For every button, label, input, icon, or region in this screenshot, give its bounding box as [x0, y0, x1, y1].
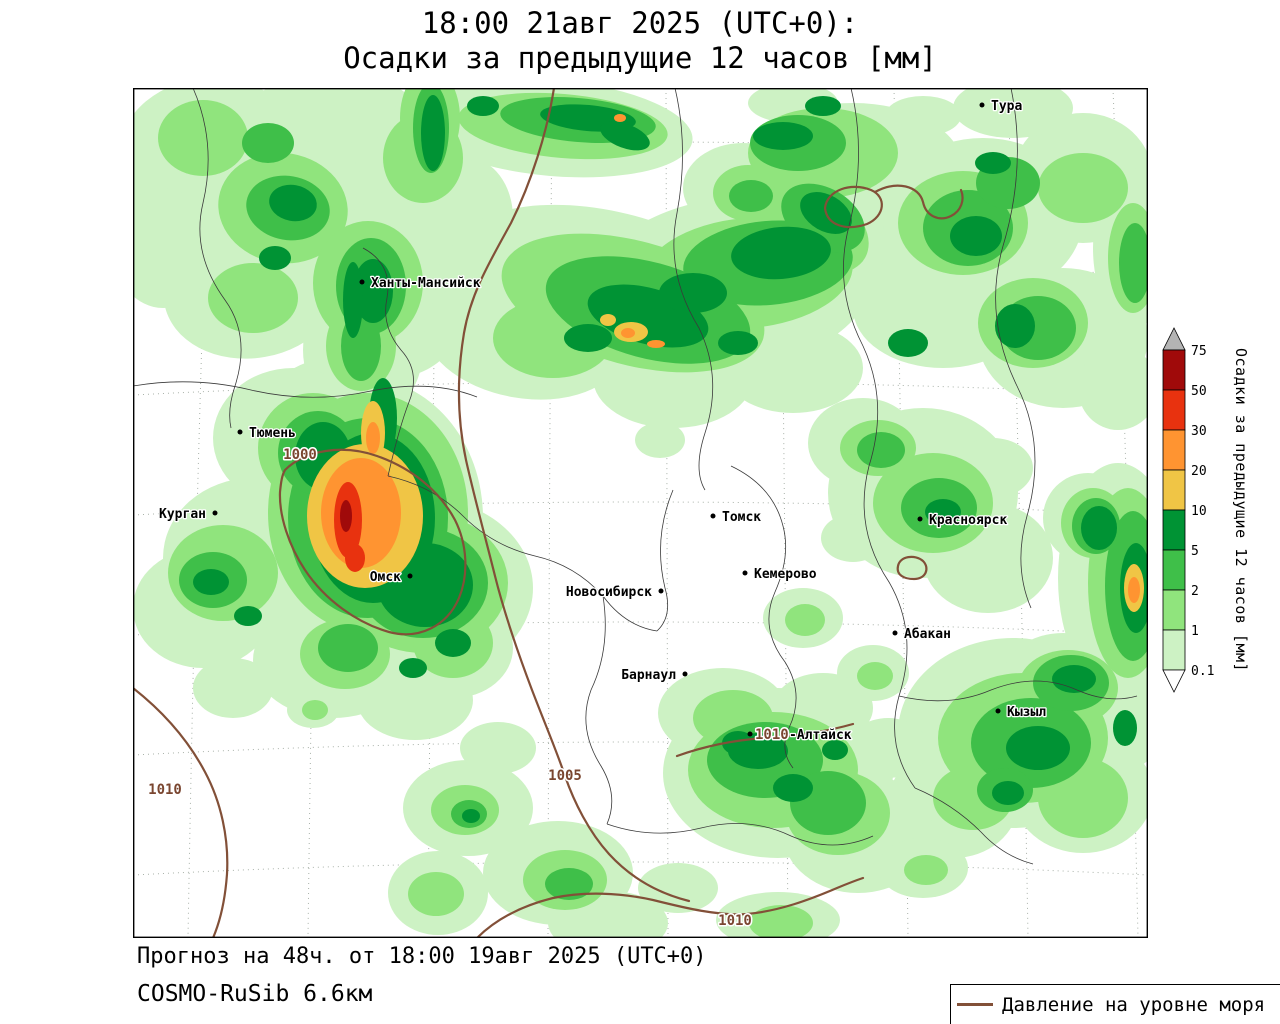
city-label: Барнаул: [621, 668, 676, 683]
city-label: Кызыл: [1007, 705, 1046, 720]
city-dot: [407, 573, 413, 579]
pressure-contour-1010-altai: [675, 722, 855, 758]
pressure-line-sample: [957, 1003, 993, 1006]
city-kurgan: Курган: [158, 506, 218, 523]
city-label: Ханты-Мансийск: [371, 276, 481, 291]
colorbar-below-arrow: [1162, 669, 1186, 693]
city-label: Курган: [159, 507, 206, 522]
pressure-contour-squiggle-northeast: [873, 184, 964, 220]
city-label: Тюмень: [249, 426, 296, 441]
colorbar-cell-10-20: [1162, 469, 1186, 511]
pressure-contour-main: [457, 88, 691, 903]
city-dot: [917, 516, 923, 522]
city-dot: [892, 630, 898, 636]
city-label: -Алтайск: [789, 728, 852, 743]
city-abakan: Абакан: [892, 626, 952, 643]
pressure-contours: 1000 1005 1010 1010 1010: [133, 88, 964, 938]
title-datetime: 18:00 21авг 2025 (UTC+0):: [421, 6, 859, 40]
colorbar-tick: 2: [1191, 584, 1199, 599]
city-label: Абакан: [904, 627, 951, 642]
pressure-legend-label: Давление на уровне моря: [1002, 993, 1266, 1016]
precip-layer-50-75mm: [340, 500, 352, 532]
city-novosibirsk: Новосибирск: [565, 584, 664, 601]
colorbar-title: Осадки за предыдущие 12 часов [мм]: [1232, 347, 1250, 673]
colorbar-cell-2-5: [1162, 549, 1186, 591]
colorbar-cell-20-30: [1162, 429, 1186, 471]
city-dot: [658, 588, 664, 594]
city-label: Тура: [991, 99, 1022, 114]
city-omsk: Омск: [368, 569, 413, 586]
pressure-contour-loop-east: [896, 555, 928, 581]
city-krasnoyarsk: Красноярск: [917, 512, 1009, 529]
city-dot: [212, 510, 218, 516]
pressure-contour-1010-left: [133, 686, 229, 938]
colorbar-tick: 10: [1191, 504, 1207, 519]
title-block: 18:00 21авг 2025 (UTC+0): Осадки за пред…: [0, 6, 1280, 76]
pressure-label-1010-altai: 1010: [755, 727, 789, 743]
colorbar-tick: 1: [1191, 624, 1199, 639]
city-label: Новосибирск: [566, 585, 652, 600]
pressure-contour-loop-northeast: [823, 185, 883, 229]
city-tomsk: Томск: [710, 509, 763, 526]
pressure-contour-1010-bottom: [475, 876, 865, 938]
city-khanty-mansiysk: Ханты-Мансийск: [359, 275, 482, 292]
model-info-line: COSMO-RuSib 6.6км: [137, 981, 373, 1007]
colorbar-cell-0p1-1: [1162, 629, 1186, 671]
colorbar-tick: 50: [1191, 384, 1207, 399]
colorbar-cell-1-2: [1162, 589, 1186, 631]
city-dot: [995, 708, 1001, 714]
pressure-label-1010-bottom: 1010: [718, 913, 752, 929]
city-barnaul: Барнаул: [620, 667, 688, 684]
city-markers: Тура Ханты-Мансийск Тюмень Курган Омск Т…: [158, 98, 1048, 745]
city-label: Красноярск: [929, 513, 1007, 528]
colorbar: 75 50 30 20 10 5 2 1 0.1: [1162, 327, 1214, 693]
city-dot: [742, 570, 748, 576]
city-tyumen: Тюмень: [237, 425, 297, 442]
city-kemerovo: Кемерово: [742, 566, 818, 583]
title-variable: Осадки за предыдущие 12 часов [мм]: [343, 41, 937, 75]
city-dot: [682, 671, 688, 677]
city-dot: [710, 513, 716, 519]
city-kyzyl: Кызыл: [995, 704, 1048, 721]
colorbar-tick: 75: [1191, 344, 1207, 359]
map-frame: [133, 88, 1148, 938]
pressure-label-1005: 1005: [548, 768, 582, 784]
pressure-legend: Давление на уровне моря: [950, 984, 1280, 1024]
forecast-info-line: Прогноз на 48ч. от 18:00 19авг 2025 (UTC…: [137, 944, 707, 969]
weather-map: 1000 1005 1010 1010 1010 Тура Ханты-Манс…: [133, 88, 1148, 938]
colorbar-tick: 20: [1191, 464, 1207, 479]
city-label: Омск: [370, 570, 401, 585]
colorbar-cell-5-10: [1162, 509, 1186, 551]
colorbar-tick: 0.1: [1191, 664, 1214, 679]
city-dot: [979, 102, 985, 108]
city-gorno-altaysk: -Алтайск: [747, 727, 853, 744]
pressure-label-1010-left: 1010: [148, 782, 182, 798]
city-tura: Тура: [979, 98, 1024, 115]
colorbar-cell-30-50: [1162, 389, 1186, 431]
colorbar-cell-50-75: [1162, 349, 1186, 391]
city-label: Кемерово: [754, 567, 817, 582]
city-dot: [237, 429, 243, 435]
colorbar-tick: 5: [1191, 544, 1199, 559]
admin-borders: [133, 88, 1138, 865]
pressure-label-1000: 1000: [283, 447, 317, 463]
colorbar-above-arrow: [1162, 327, 1186, 351]
pressure-contour-1000-loop: [278, 448, 467, 636]
city-dot: [747, 731, 753, 737]
city-label: Томск: [722, 510, 761, 525]
colorbar-tick: 30: [1191, 424, 1207, 439]
city-dot: [359, 279, 365, 285]
